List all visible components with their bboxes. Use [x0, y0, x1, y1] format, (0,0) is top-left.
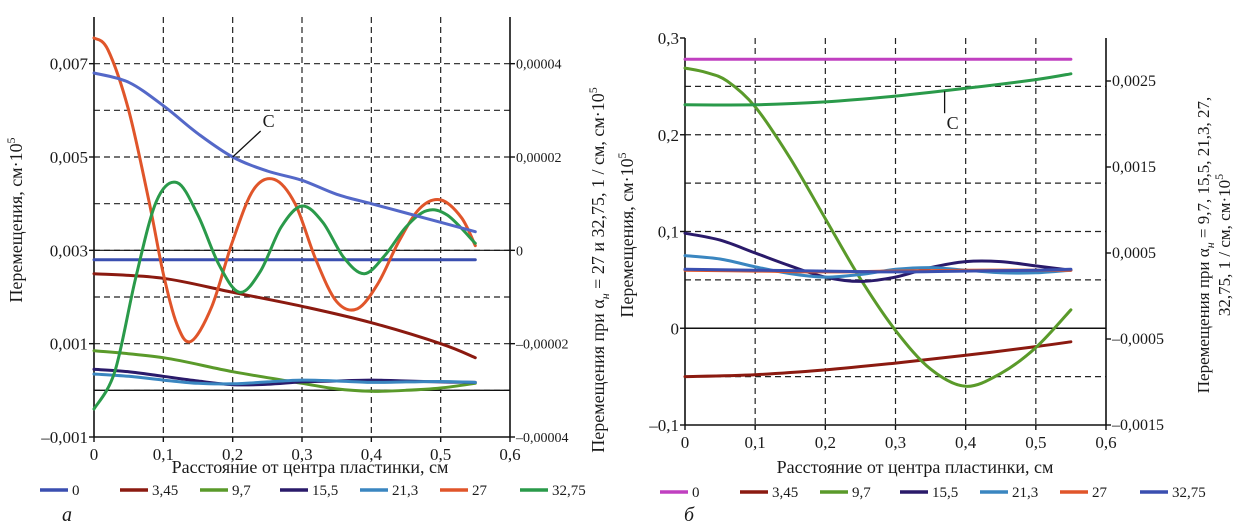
legend-label: 27	[1092, 485, 1108, 501]
x-tick-label: 0,5	[430, 445, 451, 464]
y-right-tick-label: 0,0005	[1112, 245, 1156, 262]
y-right-tick-label: –0,0015	[1111, 417, 1164, 434]
panel-b-label: б	[684, 504, 695, 526]
x-tick-label: 0,6	[1095, 433, 1116, 452]
y-right-tick-label: –0,00002	[515, 338, 569, 353]
y-left-tick-label: 0,007	[50, 55, 89, 74]
panel-a-legend: 0 3,45 9,7 15,5 21,3 27 32,75	[40, 483, 586, 499]
y-left-tick-label: 0,1	[658, 223, 679, 242]
legend-label: 3,45	[772, 485, 798, 501]
y-left-tick-label: –0,1	[648, 416, 679, 435]
series-line-9-7	[683, 66, 1073, 388]
annotation-label: C	[263, 111, 275, 131]
legend-label: 15,5	[932, 485, 958, 501]
series-line-27	[92, 36, 477, 344]
series-line-21-3	[683, 254, 1073, 279]
x-tick-label: 0,3	[291, 445, 312, 464]
y-right-tick-label: 0,00002	[516, 151, 562, 166]
legend-label: 21,3	[1012, 485, 1038, 501]
y-left-tick-label: 0,001	[50, 335, 88, 354]
series-line-15-5	[683, 231, 1073, 283]
legend-label: 32,75	[1172, 485, 1206, 501]
annotation-leader	[232, 130, 262, 158]
legend-label: 9,7	[852, 485, 871, 501]
y-right-tick-label: 0,0015	[1112, 159, 1156, 176]
series-line-32-75	[683, 267, 1073, 274]
panel-a-grid	[94, 17, 510, 437]
series-line-C	[683, 72, 1073, 107]
series-line-C	[92, 71, 477, 234]
x-tick-label: 0,1	[745, 433, 766, 452]
x-tick-label: 0,5	[1025, 433, 1046, 452]
panel-a-xlabel: Расстояние от центра пластинки, см	[172, 457, 449, 477]
panel-b-grid	[685, 38, 1106, 425]
panel-b: 0 0,1 0,2 0,3 0,4 0,5 0,60,30,20,10–0,10,00250…	[615, 29, 1234, 526]
x-tick-label: 0,4	[361, 445, 383, 464]
y-left-tick-label: 0,005	[50, 148, 88, 167]
y-right-tick-label: 0	[516, 244, 523, 259]
x-tick-label: 0	[90, 445, 99, 464]
y-right-tick-label: –0,0005	[1111, 331, 1164, 348]
legend-label: 32,75	[552, 483, 586, 499]
x-tick-label: 0,2	[222, 445, 243, 464]
panel-b-ticks: 0 0,1 0,2 0,3 0,4 0,5 0,60,30,20,10–0,10,00250…	[648, 29, 1164, 452]
legend-label: 15,5	[312, 483, 338, 499]
x-tick-label: 0,2	[815, 433, 836, 452]
series-line-9-7	[92, 349, 477, 393]
series-line-3-45	[683, 340, 1073, 379]
x-tick-label: 0,3	[885, 433, 906, 452]
series-line-32-75	[92, 180, 477, 411]
legend-label: 0	[72, 483, 80, 499]
x-tick-label: 0,1	[153, 445, 174, 464]
annotation-label: C	[947, 113, 959, 133]
panel-b-ylabel-right: Перемещения при αн = 9,7, 15,5, 21,3, 27…	[1194, 97, 1217, 393]
panel-b-series	[683, 57, 1073, 388]
legend-label: 9,7	[232, 483, 251, 499]
legend-label: 3,45	[152, 483, 178, 499]
series-line-21-3	[92, 372, 477, 386]
x-tick-label: 0,4	[955, 433, 977, 452]
y-left-tick-label: 0,003	[50, 241, 88, 260]
panel-a-ylabel-left: Перемещения, см·105	[4, 137, 26, 302]
panel-a-ticks: 0 0,1 0,2 0,3 0,4 0,5 0,6 0,007 0,005 0,003 0,001 –…	[40, 55, 568, 464]
y-left-tick-label: 0,3	[658, 29, 679, 48]
legend-label: 27	[472, 483, 488, 499]
y-right-tick-label: 0,00004	[516, 58, 562, 73]
panel-b-ylabel-left: Перемещения, см·105	[615, 152, 637, 317]
panel-b-ylabel-right-line2: 32,75, 1 / см, см·105	[1212, 174, 1234, 316]
y-right-tick-label: 0,0025	[1112, 73, 1156, 90]
series-line-3-45	[92, 272, 477, 360]
panel-a-ylabel-right: Перемещения при αн = 27 и 32,75, 1 / см,…	[586, 87, 612, 452]
y-right-tick-label: –0,00004	[515, 431, 569, 446]
y-left-tick-label: 0	[671, 319, 680, 338]
y-left-tick-label: 0,2	[658, 126, 679, 145]
legend-label: 0	[692, 485, 700, 501]
y-left-tick-label: –0,001	[40, 428, 88, 447]
x-tick-label: 0	[681, 433, 690, 452]
panel-b-legend: 0 3,45 9,7 15,5 21,3 27 32,75	[660, 485, 1206, 501]
panel-b-xlabel: Расстояние от центра пластинки, см	[777, 457, 1054, 477]
panel-a: 0 0,1 0,2 0,3 0,4 0,5 0,6 0,007 0,005 0,003 0,001 –…	[4, 17, 612, 526]
panel-a-label: а	[62, 504, 72, 526]
x-tick-label: 0,6	[499, 445, 520, 464]
legend-label: 21,3	[392, 483, 418, 499]
panel-a-series	[92, 36, 477, 411]
